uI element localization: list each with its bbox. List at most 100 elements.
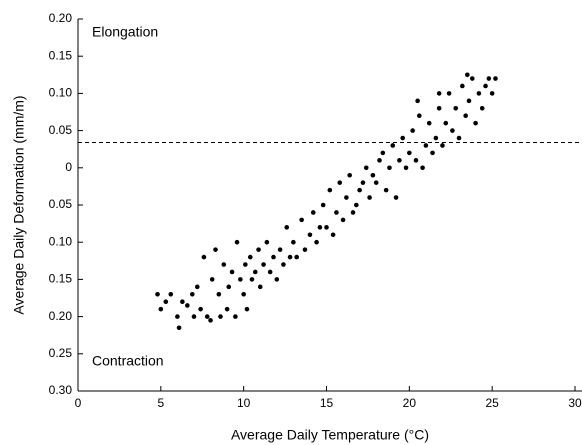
scatter-point [252, 269, 258, 275]
scatter-point [221, 262, 227, 267]
scatter-point [403, 165, 409, 171]
y-tick-label: 0.05 [49, 123, 73, 137]
scatter-point [257, 284, 263, 290]
scatter-point [271, 254, 276, 260]
scatter-point [450, 128, 455, 133]
scatter-point [317, 225, 323, 230]
scatter-point [198, 306, 203, 312]
scatter-point [357, 187, 362, 193]
x-tick-label: 5 [157, 396, 164, 410]
scatter-point [307, 232, 313, 238]
scatter-point [155, 291, 160, 297]
scatter-point [299, 217, 304, 223]
x-tick-label: 30 [568, 396, 582, 410]
scatter-point [324, 225, 329, 230]
x-tick-label: 0 [75, 396, 82, 410]
scatter-point [204, 314, 210, 319]
scatter-point [479, 105, 485, 111]
scatter-point [360, 180, 366, 185]
scatter-point [400, 135, 406, 141]
scatter-point [234, 239, 240, 245]
y-tick-label: 0.20 [49, 309, 73, 323]
scatter-point [493, 76, 498, 81]
scatter-point [344, 195, 349, 200]
scatter-point [463, 113, 468, 119]
scatter-point [226, 284, 232, 290]
scatter-point [370, 172, 376, 178]
x-tick-label: 15 [320, 396, 334, 410]
y-tick-label: 0.20 [49, 11, 73, 25]
scatter-point [466, 98, 472, 104]
y-tick-label: 0.10 [49, 234, 73, 248]
scatter-point [294, 254, 299, 260]
scatter-point [243, 262, 248, 267]
scatter-point [176, 325, 182, 331]
scatter-point [380, 150, 386, 156]
scatter-point [377, 158, 382, 163]
y-tick-label: 0.15 [49, 48, 73, 62]
scatter-point [218, 314, 223, 319]
scatter-point [208, 318, 213, 323]
scatter-point [407, 150, 412, 156]
scatter-point [191, 314, 197, 319]
scatter-point [413, 158, 419, 163]
scatter-point [465, 72, 470, 78]
scatter-point [489, 91, 495, 96]
scatter-point [233, 314, 238, 319]
scatter-point [175, 314, 180, 319]
x-tick-label: 10 [237, 396, 251, 410]
scatter-point [363, 165, 369, 171]
scatter-point [453, 105, 459, 111]
scatter-point [420, 165, 425, 171]
scatter-point [274, 277, 280, 282]
scatter-point [168, 291, 174, 297]
scatter-point [456, 135, 462, 141]
scatter-point [486, 76, 492, 81]
scatter-point [320, 202, 326, 208]
y-tick-label: 0.05 [49, 197, 73, 211]
scatter-point [224, 306, 230, 312]
annotation: Contraction [92, 353, 164, 369]
x-tick-label: 20 [403, 396, 417, 410]
y-tick-label: 0.15 [49, 272, 73, 286]
scatter-point [213, 247, 218, 252]
scatter-point [244, 306, 250, 312]
scatter-point [390, 143, 396, 148]
scatter-point [426, 120, 432, 126]
scatter-point [430, 150, 435, 156]
scatter-point [483, 83, 488, 89]
x-axis-label: Average Daily Temperature (°C) [231, 427, 429, 443]
scatter-point [373, 180, 379, 185]
scatter-point [256, 247, 261, 252]
scatter-point [302, 247, 308, 252]
scatter-point [180, 299, 185, 305]
scatter-point [383, 187, 389, 193]
y-tick-label: 0 [65, 160, 72, 174]
scatter-point [201, 254, 207, 260]
scatter-point [281, 262, 286, 267]
scatter-point [216, 291, 222, 297]
x-tick-label: 25 [485, 396, 499, 410]
scatter-point [469, 76, 475, 81]
scatter-point [267, 269, 273, 275]
scatter-point [330, 232, 336, 238]
scatter-point [209, 277, 215, 282]
scatter-point [264, 239, 270, 245]
scatter-point [334, 210, 339, 215]
scatter-point [229, 269, 235, 275]
scatter-point [423, 143, 429, 148]
scatter-point [347, 172, 352, 178]
scatter-point [291, 239, 296, 245]
scatter-point [185, 303, 190, 308]
scatter-point [194, 284, 200, 290]
scatter-point [247, 254, 253, 260]
scatter-point [440, 143, 445, 148]
y-tick-label: 0.25 [49, 346, 73, 360]
scatter-point [393, 195, 399, 200]
scatter-point [314, 239, 319, 245]
scatter-point [367, 195, 372, 200]
scatter-point [410, 128, 415, 133]
scatter-point [473, 120, 478, 126]
scatter-point [284, 225, 290, 230]
